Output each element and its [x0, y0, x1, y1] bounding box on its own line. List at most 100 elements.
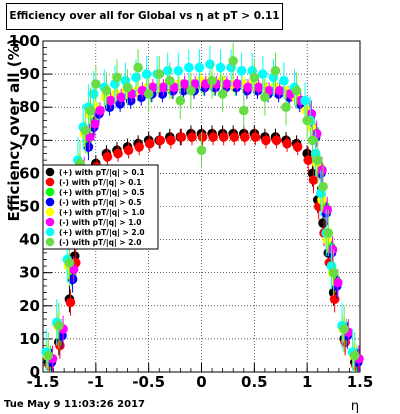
data-point [133, 62, 143, 73]
legend-label: (+) with pT/|q| > 0.5 [59, 188, 145, 198]
x-tick-label: 0 [196, 373, 206, 391]
data-point [131, 72, 141, 83]
data-point [113, 148, 123, 159]
footer-date: Tue May 9 11:03:26 2017 [4, 399, 145, 410]
data-point [339, 324, 349, 334]
data-point [95, 105, 105, 116]
y-tick-label: 30 [19, 264, 40, 282]
data-point [54, 320, 64, 331]
data-point [184, 62, 194, 73]
data-point [318, 181, 328, 192]
legend-marker [45, 177, 55, 187]
data-point [105, 95, 116, 106]
data-point [162, 65, 173, 76]
data-point [260, 92, 270, 103]
y-tick-label: 50 [19, 198, 40, 216]
data-point [85, 105, 96, 116]
data-point [134, 142, 144, 152]
data-point [186, 85, 196, 96]
data-point [250, 132, 261, 142]
data-point [67, 274, 78, 285]
data-point [166, 135, 176, 146]
data-point [274, 85, 285, 96]
data-point [327, 244, 338, 255]
data-point [112, 72, 122, 83]
data-point [218, 132, 229, 142]
data-point [271, 135, 282, 146]
y-tick-label: 20 [19, 297, 40, 315]
data-point [243, 82, 253, 93]
data-point [91, 79, 101, 89]
data-point [292, 142, 303, 152]
data-point [43, 350, 54, 361]
data-point [291, 85, 302, 96]
y-tick-label: 40 [19, 231, 40, 249]
data-point [229, 132, 240, 142]
data-point [64, 257, 75, 268]
data-point [303, 155, 314, 165]
data-point [122, 82, 133, 93]
data-point [240, 132, 250, 142]
data-point [89, 118, 100, 129]
legend-box [42, 164, 159, 250]
data-point [141, 69, 152, 79]
legend-marker [45, 217, 55, 227]
data-point [282, 138, 292, 149]
legend-label: (-) with pT/|q| > 0.1 [59, 178, 141, 188]
data-point [222, 79, 232, 89]
data-point [205, 59, 215, 69]
legend-marker [45, 197, 55, 207]
data-point [333, 277, 343, 288]
data-point [300, 95, 310, 106]
data-point [179, 79, 190, 89]
data-point [158, 82, 169, 93]
y-tick-label: 60 [19, 164, 40, 182]
data-point [236, 65, 247, 76]
legend-label: (-) with pT/|q| > 0.5 [59, 198, 141, 208]
data-point [312, 155, 323, 165]
data-point [65, 297, 76, 308]
data-point [270, 65, 281, 76]
x-tick-label: -1 [87, 373, 104, 391]
legend-label: (+) with pT/|q| > 0.1 [59, 168, 145, 178]
x-tick-label: -1.5 [27, 373, 60, 391]
data-point [80, 125, 91, 136]
legend-label: (+) with pT/|q| > 1.0 [59, 208, 145, 218]
data-point [302, 115, 312, 126]
data-point [102, 152, 113, 162]
data-point [228, 56, 238, 66]
data-point [323, 228, 334, 238]
data-point [217, 89, 228, 99]
data-point [208, 132, 218, 142]
data-point [187, 132, 197, 142]
data-point [123, 145, 134, 156]
chart-title: Efficiency over all for Global vs η at p… [9, 10, 280, 22]
y-tick-label: 100 [9, 32, 40, 50]
y-tick-label: 0 [30, 363, 40, 381]
chart-title-box: Efficiency over all for Global vs η at p… [6, 3, 283, 30]
data-point [196, 145, 207, 156]
legend-marker [45, 237, 55, 247]
data-point [143, 89, 154, 99]
data-point [173, 65, 184, 76]
y-tick-label: 90 [19, 65, 40, 83]
x-tick-label: -0.5 [132, 373, 165, 391]
data-point [328, 267, 339, 278]
data-point [249, 72, 260, 83]
data-point [101, 85, 112, 96]
data-point [349, 350, 360, 361]
data-point [253, 82, 264, 93]
data-point [83, 142, 94, 152]
data-point [308, 175, 319, 185]
legend-label: (-) with pT/|q| > 1.0 [59, 218, 141, 228]
data-point [176, 132, 187, 142]
data-point [318, 218, 328, 228]
y-tick-label: 70 [19, 131, 40, 149]
x-axis-label: η [351, 399, 359, 414]
data-point [194, 62, 205, 73]
legend-marker [45, 207, 55, 217]
data-point [279, 75, 289, 86]
legend-label: (+) with pT/|q| > 2.0 [59, 228, 145, 238]
data-point [154, 69, 165, 79]
